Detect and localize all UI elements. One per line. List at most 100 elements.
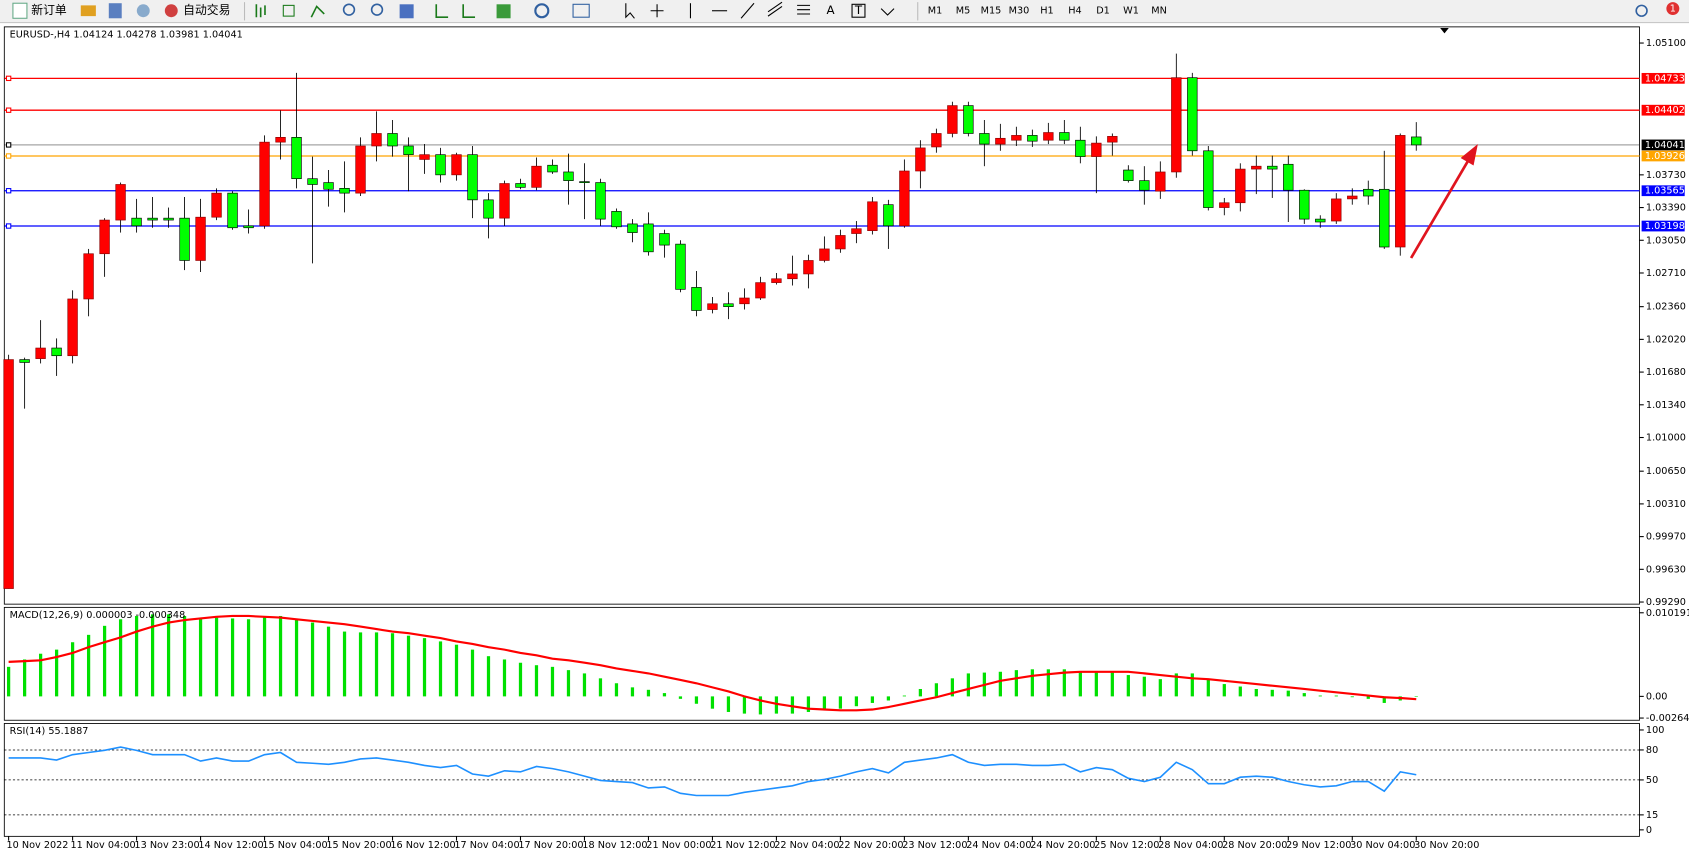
icon[interactable] [136, 4, 150, 18]
icon[interactable] [534, 3, 550, 19]
candle-body [1011, 135, 1022, 141]
icon[interactable] [310, 5, 325, 18]
y-tick-label: 0.00 [1646, 691, 1668, 702]
icon[interactable] [880, 8, 895, 16]
macd-bar [390, 633, 395, 697]
rsi-line [8, 746, 1417, 797]
icon[interactable] [496, 4, 511, 19]
label-tool-box [851, 3, 866, 18]
candle-body [467, 154, 478, 201]
timeframe-button[interactable]: M1 [928, 6, 943, 17]
candle-body [67, 298, 78, 357]
candle-body [1363, 188, 1374, 197]
icon[interactable] [399, 4, 414, 19]
search-icon[interactable] [1635, 4, 1648, 17]
candle-body [723, 303, 734, 307]
macd-bar [822, 696, 827, 711]
candle-body [307, 178, 318, 185]
notification-badge[interactable] [1666, 2, 1680, 16]
x-tick-label: 17 Nov 04:00 [454, 840, 519, 851]
auto-trading-label: 自动交易 [183, 3, 230, 17]
timeframe-button[interactable]: M5 [956, 6, 971, 17]
macd-bar [54, 649, 59, 697]
icon[interactable] [108, 3, 122, 19]
macd-bar [278, 615, 283, 697]
macd-bar [550, 666, 555, 697]
candle-body [755, 282, 766, 299]
candle-body [355, 145, 366, 194]
y-tick-label: 1.03730 [1646, 170, 1686, 181]
macd-bar [1222, 684, 1226, 697]
macd-bar [1238, 686, 1242, 697]
label-tool[interactable]: T [854, 3, 863, 17]
x-tick-label: 15 Nov 04:00 [262, 840, 327, 851]
y-tick-label: 1.02020 [1646, 334, 1686, 345]
macd-bar [182, 615, 187, 697]
macd-bar [758, 696, 763, 715]
macd-bar [902, 695, 907, 697]
icon[interactable] [342, 3, 356, 16]
candle-body [627, 223, 638, 233]
timeframe-button[interactable]: M15 [981, 6, 1002, 17]
macd-bar [294, 619, 299, 697]
arrow-shaft [1409, 156, 1472, 259]
auto-trading-button[interactable]: 自动交易 [164, 3, 231, 17]
icon[interactable] [435, 4, 449, 19]
icon[interactable] [255, 4, 266, 18]
candle-body [883, 204, 894, 227]
macd-bar [998, 671, 1002, 697]
timeframe-button[interactable]: W1 [1123, 6, 1139, 17]
macd-bar [262, 615, 267, 697]
icon[interactable] [370, 3, 384, 16]
macd-bar [774, 696, 779, 714]
candle-body [147, 217, 158, 221]
timeframe-button[interactable]: H4 [1068, 6, 1081, 17]
icon[interactable] [572, 3, 590, 18]
icon[interactable] [797, 4, 811, 15]
level-flag [1641, 72, 1685, 84]
y-tick-label: 1.05100 [1646, 38, 1686, 49]
x-tick-label: 30 Nov 04:00 [1350, 840, 1415, 851]
macd-bar [246, 619, 251, 697]
candle-body [771, 278, 782, 283]
macd-bar [1318, 695, 1322, 697]
icon[interactable] [80, 5, 96, 17]
macd-bar [870, 696, 875, 703]
icon[interactable] [625, 3, 635, 19]
x-tick-label: 13 Nov 23:00 [134, 840, 199, 851]
y-tick-label: 100 [1646, 725, 1664, 736]
notification-count: 1 [1670, 4, 1676, 15]
chart-shift-marker [1440, 27, 1449, 34]
macd-bar [838, 696, 843, 709]
macd-bar [1078, 671, 1082, 697]
candle-body [739, 297, 750, 305]
icon[interactable] [740, 2, 755, 19]
x-tick-label: 14 Nov 12:00 [198, 840, 263, 851]
new-order-button[interactable]: 新订单 [12, 2, 67, 19]
macd-bar [1174, 673, 1178, 697]
icon[interactable] [767, 1, 783, 17]
x-tick-label: 17 Nov 20:00 [518, 840, 583, 851]
icon[interactable] [282, 4, 295, 17]
timeframe-button[interactable]: H1 [1040, 6, 1053, 17]
candle-body [1107, 136, 1118, 143]
timeframe-button[interactable]: M30 [1009, 6, 1030, 17]
text-tool[interactable]: A [826, 3, 834, 17]
level-label: 1.04733 [1645, 73, 1685, 84]
candle-body [227, 192, 238, 229]
new-order-icon [12, 2, 28, 19]
icon[interactable] [650, 4, 664, 18]
timeframe-button[interactable]: D1 [1096, 6, 1110, 17]
level-flag [1641, 139, 1685, 151]
y-tick-label: 1.02710 [1646, 268, 1686, 279]
timeframe-button[interactable]: MN [1151, 6, 1167, 17]
macd-bar [918, 688, 923, 697]
y-tick-label: 1.01680 [1646, 367, 1686, 378]
signal-line [8, 614, 1417, 712]
candle-body [211, 192, 222, 218]
candle-body [1411, 136, 1422, 146]
macd-bar [454, 644, 459, 697]
candle-body [707, 303, 718, 310]
y-tick-label: 1.03050 [1646, 235, 1686, 246]
icon[interactable] [462, 4, 476, 19]
